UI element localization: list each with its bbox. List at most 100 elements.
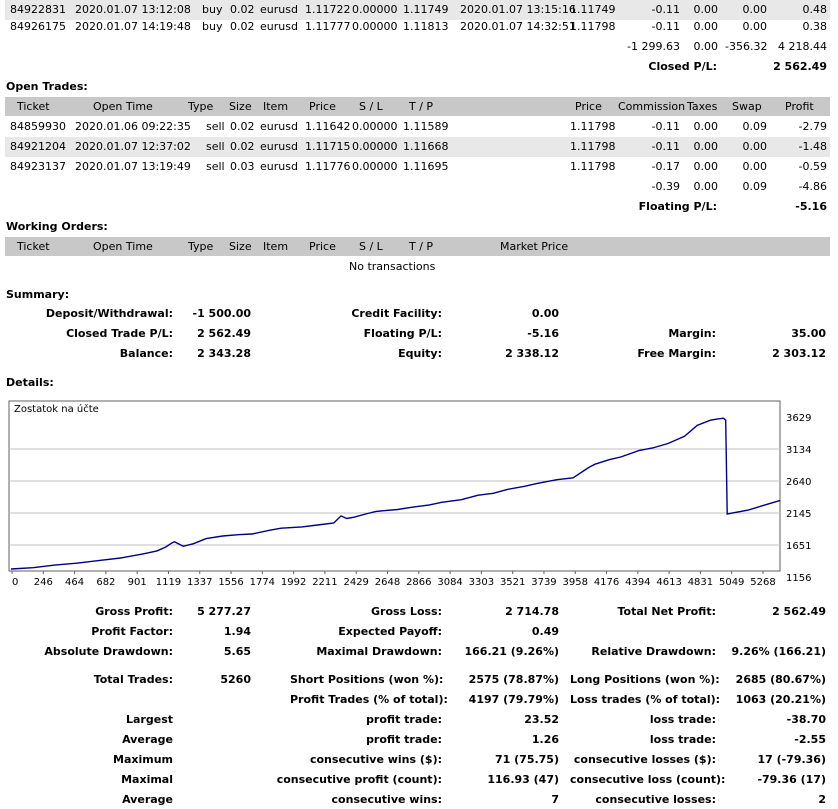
- x-tick-label: 4613: [656, 577, 681, 588]
- open-trade-row[interactable]: 84921204 2020.01.07 12:37:02 sell 0.02 e…: [5, 137, 830, 157]
- size-cell: 0.02: [230, 20, 255, 33]
- col-sl[interactable]: S / L: [359, 240, 383, 253]
- col-size[interactable]: Size: [229, 100, 252, 113]
- closed-trade-pl-value: 2 562.49: [197, 327, 251, 340]
- closed-trade-row[interactable]: 84926175 2020.01.07 14:19:48 buy 0.02 eu…: [5, 17, 830, 37]
- col-price[interactable]: Price: [309, 100, 336, 113]
- closed-trade-pl-label: Closed Trade P/L:: [66, 327, 173, 340]
- ticket-cell: 84922831: [10, 3, 66, 16]
- total-profit: -4.86: [798, 180, 827, 193]
- ticket-cell: 84859930: [10, 120, 66, 133]
- gross-loss-label: Gross Loss:: [371, 605, 442, 618]
- y-axis: 3629 3134 2640 2145 1651 1156: [786, 413, 811, 584]
- x-tick-label: 1337: [187, 577, 212, 588]
- item-cell: eurusd: [260, 3, 298, 16]
- no-transactions-text: No transactions: [349, 260, 436, 273]
- col-size[interactable]: Size: [229, 240, 252, 253]
- commission-cell: -0.11: [651, 140, 680, 153]
- open-time-cell: 2020.01.07 12:37:02: [75, 140, 191, 153]
- col-open-time[interactable]: Open Time: [93, 100, 153, 113]
- expected-payoff-value: 0.49: [531, 625, 559, 638]
- loss-trades-value: 1063 (20.21%): [735, 693, 826, 706]
- col-tp[interactable]: T / P: [409, 100, 434, 113]
- total-commission: -0.39: [651, 180, 680, 193]
- sl-cell: 0.00000: [352, 140, 398, 153]
- x-tick-label: 3521: [500, 577, 525, 588]
- open-trade-row[interactable]: 84923137 2020.01.07 13:19:49 sell 0.03 e…: [5, 157, 830, 177]
- col-profit[interactable]: Profit: [785, 100, 814, 113]
- x-tick-label: 5268: [750, 577, 775, 588]
- open-time-cell: 2020.01.07 13:19:49: [75, 160, 191, 173]
- col-market-price[interactable]: Market Price: [500, 240, 569, 253]
- col-type[interactable]: Type: [188, 240, 214, 253]
- max-consecutive-wins-value: 71 (75.75): [495, 753, 559, 766]
- average-loss-value: -2.55: [794, 733, 826, 746]
- col-type[interactable]: Type: [188, 100, 214, 113]
- free-margin-value: 2 303.12: [772, 347, 826, 360]
- margin-value: 35.00: [791, 327, 826, 340]
- loss-trades-label: Loss trades (% of total):: [570, 693, 721, 706]
- x-tick-label: 1992: [281, 577, 306, 588]
- item-cell: eurusd: [260, 140, 298, 153]
- col-current-price[interactable]: Price: [575, 100, 602, 113]
- total-trades-value: 5260: [220, 673, 251, 686]
- taxes-cell: 0.00: [693, 3, 719, 16]
- taxes-cell: 0.00: [693, 20, 719, 33]
- absolute-drawdown-label: Absolute Drawdown:: [44, 645, 173, 658]
- maximal-label: Maximal: [121, 773, 173, 786]
- col-ticket[interactable]: Ticket: [17, 100, 50, 113]
- x-tick-label: 901: [128, 577, 147, 588]
- y-tick-label: 1651: [786, 541, 811, 552]
- type-cell: buy: [202, 3, 223, 16]
- current-price-cell: 1.11798: [570, 160, 616, 173]
- largest-profit-label: profit trade:: [366, 713, 442, 726]
- plot-frame: [8, 400, 781, 572]
- col-tp[interactable]: T / P: [409, 240, 434, 253]
- current-price-cell: 1.11798: [570, 120, 616, 133]
- open-time-cell: 2020.01.07 14:19:48: [75, 20, 191, 33]
- swap-cell: 0.00: [742, 160, 768, 173]
- col-item[interactable]: Item: [263, 240, 289, 253]
- floating-pl-row: Floating P/L: -5.16: [5, 197, 830, 217]
- item-cell: eurusd: [260, 160, 298, 173]
- average-profit-label: profit trade:: [366, 733, 442, 746]
- maximal-consecutive-profit-value: 116.93 (47): [487, 773, 559, 786]
- size-cell: 0.02: [230, 3, 255, 16]
- balance-series-line: [10, 417, 781, 570]
- col-taxes[interactable]: Taxes: [687, 100, 718, 113]
- gross-loss-value: 2 714.78: [505, 605, 559, 618]
- x-tick-label: 2866: [406, 577, 431, 588]
- open-trade-row[interactable]: 84859930 2020.01.06 09:22:35 sell 0.02 e…: [5, 117, 830, 137]
- closed-trade-row[interactable]: 84922831 2020.01.07 13:12:08 buy 0.02 eu…: [5, 0, 830, 20]
- closed-pl-label: Closed P/L:: [648, 60, 717, 73]
- maximal-consecutive-loss-value: -79.36 (17): [757, 773, 826, 786]
- sl-cell: 0.00000: [352, 120, 398, 133]
- col-item[interactable]: Item: [263, 100, 289, 113]
- total-profit: 4 218.44: [778, 40, 827, 53]
- largest-loss-label: loss trade:: [649, 713, 716, 726]
- profit-cell: -1.48: [798, 140, 827, 153]
- col-sl[interactable]: S / L: [359, 100, 383, 113]
- col-open-time[interactable]: Open Time: [93, 240, 153, 253]
- balance-label: Balance:: [119, 347, 173, 360]
- absolute-drawdown-value: 5.65: [223, 645, 251, 658]
- floating-summary-label: Floating P/L:: [363, 327, 442, 340]
- col-ticket[interactable]: Ticket: [17, 240, 50, 253]
- col-commission[interactable]: Commission: [618, 100, 686, 113]
- size-cell: 0.02: [230, 120, 255, 133]
- col-price[interactable]: Price: [309, 240, 336, 253]
- largest-loss-value: -38.70: [786, 713, 826, 726]
- gross-profit-value: 5 277.27: [197, 605, 251, 618]
- closed-pl-row: Closed P/L: 2 562.49: [5, 57, 830, 77]
- total-net-profit-value: 2 562.49: [772, 605, 826, 618]
- average2-label: Average: [122, 793, 173, 806]
- x-tick-label: 5049: [719, 577, 744, 588]
- working-orders-title: Working Orders:: [6, 220, 108, 233]
- sl-cell: 0.00000: [352, 3, 398, 16]
- credit-label: Credit Facility:: [351, 307, 442, 320]
- col-swap[interactable]: Swap: [732, 100, 762, 113]
- sl-cell: 0.00000: [352, 160, 398, 173]
- swap-cell: 0.00: [742, 140, 768, 153]
- floating-pl-label: Floating P/L:: [638, 200, 717, 213]
- total-taxes: 0.00: [693, 40, 719, 53]
